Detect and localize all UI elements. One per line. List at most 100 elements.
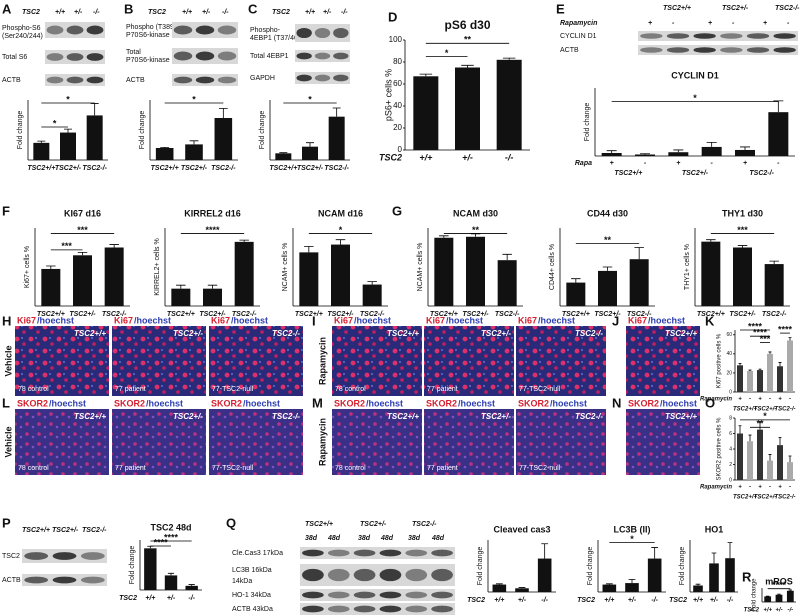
error-bar bbox=[571, 278, 581, 283]
group-label: TSC2-/- bbox=[749, 170, 774, 177]
y-axis-label: Fold change bbox=[752, 578, 758, 612]
image-caption: 78 control bbox=[335, 386, 366, 393]
stain-label: Ki67 bbox=[17, 315, 36, 325]
blot-band bbox=[173, 51, 193, 61]
blot-header: TSC2-/- bbox=[82, 527, 107, 534]
error-bar bbox=[738, 362, 742, 366]
y-axis-label: THY1+ cells % bbox=[684, 244, 691, 290]
blot-band bbox=[379, 549, 402, 557]
blot-row-label: HO-1 34kDa bbox=[232, 592, 271, 599]
y-tick-label: 2 bbox=[729, 462, 732, 468]
bar bbox=[86, 115, 103, 160]
x-prefix: TSC2 bbox=[577, 597, 595, 604]
genotype-label: TSC2-/- bbox=[575, 329, 603, 338]
chart-title: LC3B (II) bbox=[614, 524, 651, 534]
blot-header: - bbox=[672, 20, 675, 27]
bar bbox=[185, 144, 203, 160]
blot-band bbox=[46, 76, 64, 84]
rapamycin-sign: + bbox=[778, 485, 782, 491]
significance-label: *** bbox=[760, 334, 771, 344]
error-bar bbox=[706, 239, 716, 242]
error-bar bbox=[218, 108, 228, 118]
blot-row-label: ACTB bbox=[2, 577, 21, 584]
blot-band bbox=[405, 549, 428, 557]
blot-row-label: Total bbox=[126, 49, 141, 56]
genotype-label: TSC2+/+ bbox=[665, 412, 697, 421]
panel-letter: J bbox=[612, 313, 619, 328]
y-tick-label: 80 bbox=[393, 57, 402, 66]
blot-band bbox=[46, 53, 64, 61]
blot-header: + bbox=[763, 20, 767, 27]
x-prefix: TSC2 bbox=[669, 597, 687, 604]
bar bbox=[777, 445, 783, 480]
bar bbox=[709, 563, 719, 592]
bar bbox=[171, 288, 191, 306]
y-axis-label: NCAM+ cells % bbox=[417, 243, 424, 292]
stain-label: SKOR2 bbox=[334, 398, 365, 408]
significance-label: **** bbox=[154, 537, 169, 547]
error-bar bbox=[758, 368, 762, 371]
micrograph bbox=[15, 326, 109, 396]
bar bbox=[164, 575, 178, 590]
bar bbox=[275, 153, 292, 160]
blot-row-label: ACTB 43kDa bbox=[232, 606, 273, 613]
bar bbox=[73, 255, 92, 306]
error-bar bbox=[788, 337, 792, 341]
blot-header: +/+ bbox=[305, 9, 315, 16]
significance-label: **** bbox=[753, 328, 768, 338]
error-bar bbox=[778, 362, 782, 367]
significance-label: **** bbox=[164, 532, 179, 542]
bar bbox=[434, 237, 454, 306]
y-tick-label: 40 bbox=[726, 351, 732, 357]
blot-header: +/- bbox=[202, 9, 211, 16]
blot-band bbox=[353, 568, 376, 582]
error-bar bbox=[518, 587, 526, 589]
significance-label: *** bbox=[737, 225, 748, 235]
chart-title: HO1 bbox=[705, 524, 724, 534]
image-caption: 77-TSC2-null bbox=[212, 386, 254, 393]
blot-band bbox=[405, 591, 428, 599]
rapamycin-sign: + bbox=[758, 397, 762, 403]
chart-title: TSC2 48d bbox=[150, 522, 191, 532]
y-tick-label: 0 bbox=[398, 145, 403, 154]
blot-band bbox=[195, 51, 215, 61]
stain-label: Ki67 bbox=[211, 315, 230, 325]
stain-label: Ki67 bbox=[334, 315, 353, 325]
blot-header: +/+ bbox=[55, 9, 65, 16]
bar bbox=[775, 594, 783, 602]
blot-band bbox=[693, 33, 716, 39]
image-caption: 77-TSC2-null bbox=[212, 465, 254, 472]
bar bbox=[625, 583, 639, 592]
error-bar bbox=[160, 147, 170, 148]
group-axis-label: Rapa bbox=[575, 160, 592, 167]
blot-header: 38d bbox=[408, 535, 421, 542]
blot-band bbox=[353, 591, 376, 599]
blot-header: + bbox=[648, 20, 652, 27]
blot-band bbox=[773, 33, 796, 39]
stain-label: Ki67 bbox=[114, 315, 133, 325]
x-tick-label: +/+ bbox=[604, 597, 614, 604]
blot-header: TSC2+/+ bbox=[22, 527, 50, 534]
x-tick-label: TSC2-/- bbox=[762, 311, 787, 318]
blot-row-label: LC3B 16kDa bbox=[232, 567, 272, 574]
blot-band bbox=[666, 47, 690, 53]
panel-letter: R bbox=[742, 569, 752, 584]
error-bar bbox=[304, 246, 314, 253]
bar bbox=[598, 270, 617, 306]
micrograph bbox=[209, 326, 303, 396]
error-bar bbox=[419, 73, 433, 77]
y-axis-label: NCAM+ cells % bbox=[282, 243, 289, 292]
bar bbox=[786, 590, 794, 602]
blot-band bbox=[217, 51, 237, 61]
error-bar bbox=[90, 103, 99, 116]
counterstain-label: /hoechst bbox=[243, 398, 280, 408]
blot-band bbox=[379, 568, 402, 582]
blot-band bbox=[353, 605, 376, 613]
micrograph bbox=[15, 409, 109, 475]
panel-letter: D bbox=[388, 9, 397, 24]
x-tick-label: -/- bbox=[787, 608, 793, 614]
x-tick-label: TSC2+/- bbox=[199, 311, 226, 318]
rapamycin-sign: - bbox=[769, 397, 771, 403]
x-tick-label: TSC2+/- bbox=[297, 165, 324, 172]
